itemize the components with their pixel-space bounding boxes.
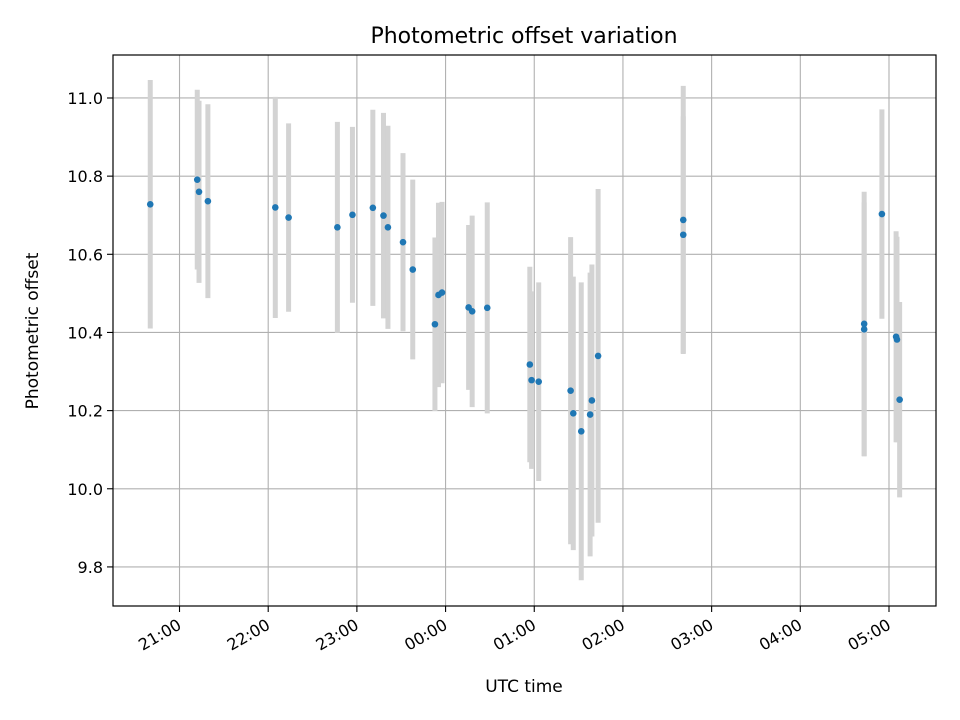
data-point [588, 397, 596, 404]
data-point [878, 210, 886, 218]
data-point [860, 320, 868, 328]
data-point [431, 320, 439, 328]
data-point [349, 211, 356, 219]
data-point [893, 336, 901, 343]
grid-lines [113, 55, 936, 606]
data-point [285, 214, 292, 221]
data-point [146, 200, 154, 208]
y-tick-label: 10.6 [67, 245, 103, 264]
data-point [380, 212, 387, 219]
data-point [569, 410, 577, 417]
y-tick-label: 10.4 [67, 323, 103, 342]
data-point [409, 266, 417, 273]
data-point [204, 197, 212, 205]
data-points [146, 176, 903, 435]
y-tick-label: 10.0 [67, 480, 103, 499]
data-point [679, 216, 687, 224]
data-point [384, 224, 392, 231]
data-point [528, 376, 535, 384]
plot-area-frame [112, 54, 937, 607]
data-point [567, 387, 574, 394]
data-point [369, 204, 377, 212]
data-point [535, 378, 542, 385]
data-point [483, 304, 491, 312]
y-tick-label: 9.8 [78, 558, 103, 577]
y-tick-label: 10.2 [67, 402, 103, 421]
y-tick-label: 10.8 [67, 167, 103, 186]
data-point [594, 352, 602, 360]
y-tick-label: 11.0 [67, 89, 103, 108]
y-axis-label: Photometric offset [23, 252, 43, 409]
data-point [896, 396, 903, 403]
data-point [526, 361, 534, 368]
x-axis-label: UTC time [485, 677, 563, 697]
data-point [193, 176, 201, 183]
data-point [468, 308, 476, 315]
data-point [271, 204, 279, 211]
data-point [438, 289, 446, 296]
y-axis-ticks: 9.8 10.0 10.2 10.4 10.6 10.8 11.0 [67, 89, 113, 577]
data-point [860, 326, 868, 333]
data-point [586, 411, 594, 418]
data-point [334, 224, 341, 231]
data-point [195, 188, 203, 196]
data-point [679, 231, 687, 239]
data-point [577, 428, 585, 435]
chart-title: Photometric offset variation [370, 24, 677, 49]
data-point [399, 238, 407, 246]
